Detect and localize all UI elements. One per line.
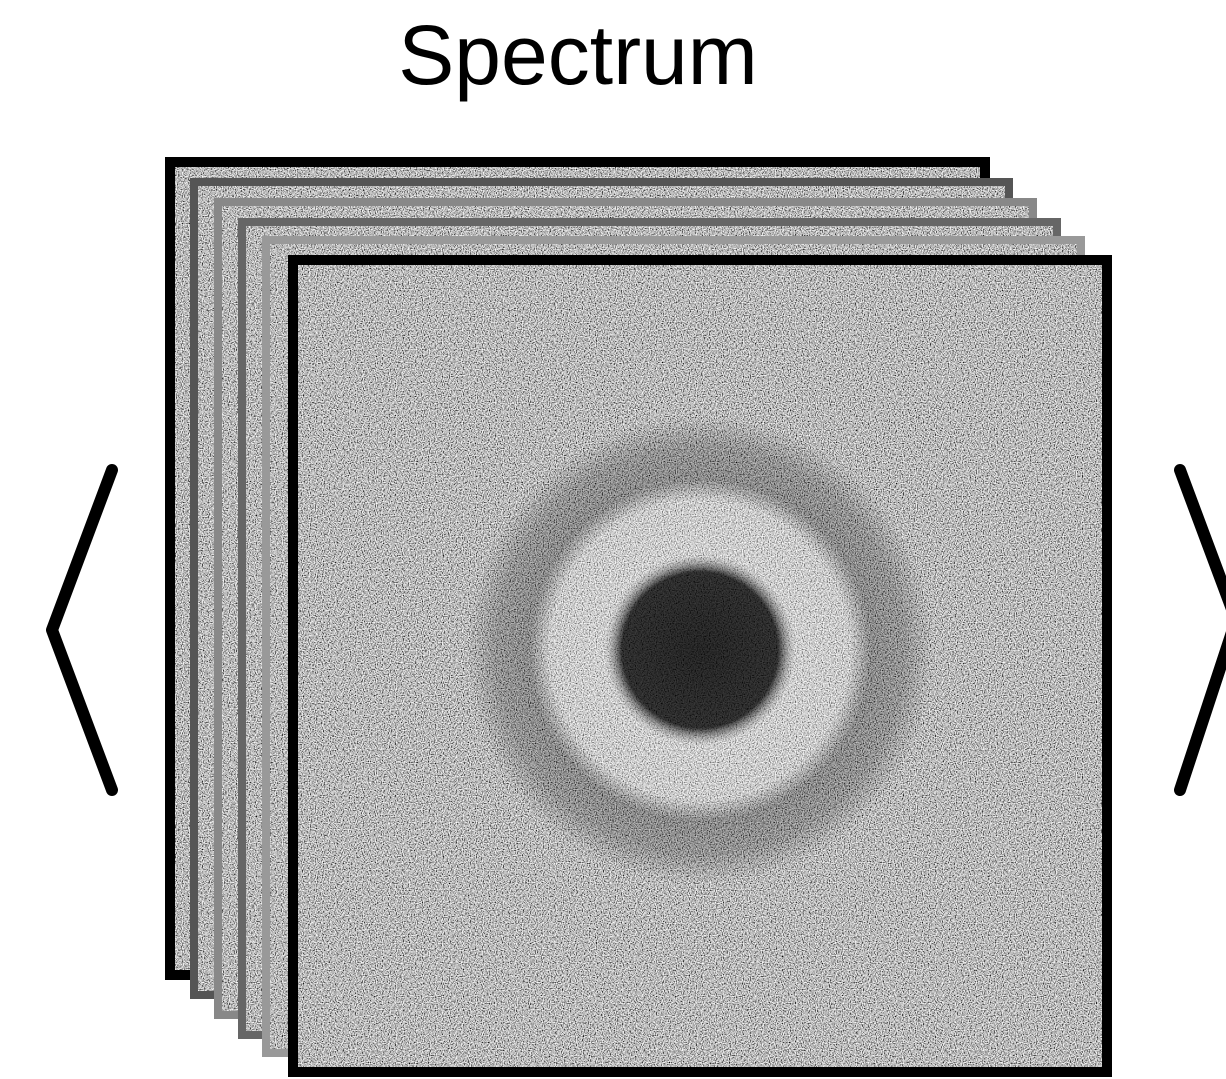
- title: Spectrum: [398, 8, 757, 102]
- page: Spectrum (() => { const data = JSON.pars…: [0, 0, 1226, 1079]
- front-frame: [293, 260, 1107, 1072]
- previous-button[interactable]: [52, 470, 112, 790]
- figure: Spectrum: [0, 0, 1226, 1079]
- next-button[interactable]: [1180, 470, 1226, 790]
